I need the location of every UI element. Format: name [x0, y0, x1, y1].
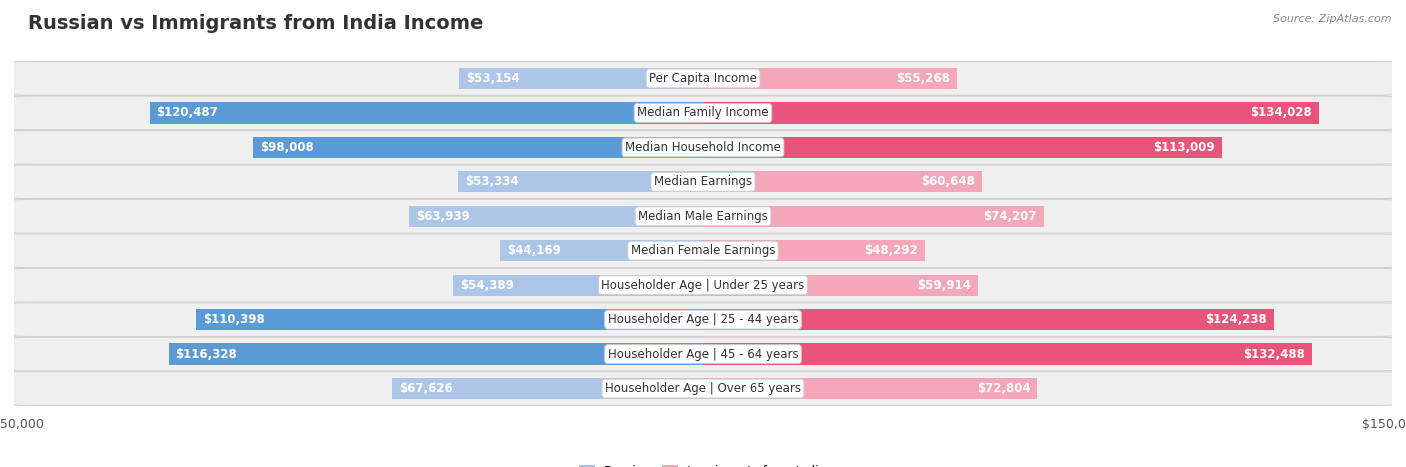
FancyBboxPatch shape [7, 199, 1399, 233]
Text: Median Female Earnings: Median Female Earnings [631, 244, 775, 257]
Bar [453, 275, 703, 296]
Text: $67,626: $67,626 [399, 382, 453, 395]
Text: $72,804: $72,804 [977, 382, 1031, 395]
Text: Householder Age | 25 - 44 years: Householder Age | 25 - 44 years [607, 313, 799, 326]
Bar [149, 102, 703, 124]
Bar [253, 137, 703, 158]
Text: Householder Age | 45 - 64 years: Householder Age | 45 - 64 years [607, 347, 799, 361]
Text: $44,169: $44,169 [508, 244, 561, 257]
Text: $120,487: $120,487 [156, 106, 218, 120]
Text: Source: ZipAtlas.com: Source: ZipAtlas.com [1274, 14, 1392, 24]
Text: $48,292: $48,292 [865, 244, 918, 257]
Text: $59,914: $59,914 [918, 279, 972, 292]
Text: Householder Age | Under 25 years: Householder Age | Under 25 years [602, 279, 804, 292]
Bar [409, 205, 703, 227]
Bar [195, 309, 703, 330]
Text: $53,334: $53,334 [465, 175, 519, 188]
Text: $113,009: $113,009 [1153, 141, 1215, 154]
Bar [458, 68, 703, 89]
Bar [703, 240, 925, 262]
FancyBboxPatch shape [7, 337, 1399, 371]
Bar [703, 275, 979, 296]
FancyBboxPatch shape [7, 303, 1399, 337]
Text: Median Earnings: Median Earnings [654, 175, 752, 188]
Text: $54,389: $54,389 [460, 279, 515, 292]
Text: $110,398: $110,398 [202, 313, 264, 326]
Bar [703, 309, 1274, 330]
Text: $63,939: $63,939 [416, 210, 470, 223]
Bar [703, 137, 1222, 158]
Text: Median Male Earnings: Median Male Earnings [638, 210, 768, 223]
Bar [703, 68, 957, 89]
Text: Per Capita Income: Per Capita Income [650, 72, 756, 85]
Legend: Russian, Immigrants from India: Russian, Immigrants from India [574, 460, 832, 467]
Text: Russian vs Immigrants from India Income: Russian vs Immigrants from India Income [28, 14, 484, 33]
FancyBboxPatch shape [7, 269, 1399, 302]
FancyBboxPatch shape [7, 234, 1399, 268]
Bar [169, 343, 703, 365]
FancyBboxPatch shape [7, 165, 1399, 198]
FancyBboxPatch shape [7, 372, 1399, 405]
Text: $132,488: $132,488 [1243, 347, 1305, 361]
Bar [501, 240, 703, 262]
Bar [703, 171, 981, 192]
Text: $60,648: $60,648 [921, 175, 974, 188]
Text: Median Household Income: Median Household Income [626, 141, 780, 154]
Bar [703, 205, 1043, 227]
Bar [458, 171, 703, 192]
Text: $74,207: $74,207 [983, 210, 1038, 223]
FancyBboxPatch shape [7, 130, 1399, 164]
FancyBboxPatch shape [7, 62, 1399, 95]
Text: $53,154: $53,154 [465, 72, 519, 85]
Bar [703, 102, 1319, 124]
Text: $124,238: $124,238 [1205, 313, 1267, 326]
Bar [703, 378, 1038, 399]
Text: $98,008: $98,008 [260, 141, 314, 154]
Bar [392, 378, 703, 399]
Text: $55,268: $55,268 [896, 72, 950, 85]
Text: $134,028: $134,028 [1250, 106, 1312, 120]
Text: Median Family Income: Median Family Income [637, 106, 769, 120]
Text: Householder Age | Over 65 years: Householder Age | Over 65 years [605, 382, 801, 395]
Bar [703, 343, 1312, 365]
Text: $116,328: $116,328 [176, 347, 238, 361]
FancyBboxPatch shape [7, 96, 1399, 130]
